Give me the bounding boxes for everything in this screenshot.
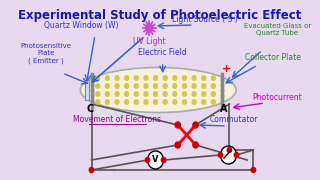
Circle shape	[173, 92, 177, 96]
Circle shape	[148, 151, 164, 169]
Circle shape	[115, 84, 119, 88]
Circle shape	[218, 152, 223, 158]
Circle shape	[173, 84, 177, 88]
Text: +: +	[222, 64, 231, 74]
Circle shape	[134, 84, 138, 88]
Circle shape	[154, 92, 157, 96]
Circle shape	[175, 142, 180, 148]
Circle shape	[125, 84, 129, 88]
Text: C: C	[86, 104, 93, 114]
Circle shape	[212, 100, 215, 104]
Circle shape	[182, 100, 187, 104]
Circle shape	[134, 92, 138, 96]
Circle shape	[134, 100, 138, 104]
Circle shape	[144, 76, 148, 80]
Circle shape	[192, 84, 196, 88]
Circle shape	[163, 92, 167, 96]
Circle shape	[202, 92, 206, 96]
Circle shape	[154, 84, 157, 88]
Circle shape	[202, 76, 206, 80]
Circle shape	[202, 100, 206, 104]
Text: Photosensitive
Plate
( Emitter ): Photosensitive Plate ( Emitter )	[21, 43, 72, 64]
FancyBboxPatch shape	[85, 80, 89, 100]
Circle shape	[144, 100, 148, 104]
Circle shape	[182, 92, 187, 96]
Circle shape	[144, 84, 148, 88]
Circle shape	[154, 100, 157, 104]
Text: Quartz Window (W): Quartz Window (W)	[44, 21, 119, 30]
Text: Experimental Study of Photoelectric Effect: Experimental Study of Photoelectric Effe…	[18, 9, 302, 22]
Circle shape	[202, 84, 206, 88]
Circle shape	[192, 76, 196, 80]
Text: Light Source ( S ): Light Source ( S )	[172, 15, 237, 24]
Circle shape	[89, 168, 94, 172]
Circle shape	[146, 24, 153, 32]
Text: Electric Field: Electric Field	[138, 48, 187, 57]
Circle shape	[227, 147, 232, 152]
Circle shape	[182, 76, 187, 80]
Circle shape	[105, 92, 109, 96]
Circle shape	[220, 146, 236, 164]
Circle shape	[163, 84, 167, 88]
Circle shape	[145, 158, 150, 163]
Circle shape	[251, 168, 256, 172]
Circle shape	[144, 92, 148, 96]
Circle shape	[212, 92, 215, 96]
Text: UV Light: UV Light	[133, 37, 165, 46]
Circle shape	[115, 100, 119, 104]
Circle shape	[212, 76, 215, 80]
Circle shape	[105, 84, 109, 88]
Text: Evacuated Glass or
Quartz Tube: Evacuated Glass or Quartz Tube	[244, 23, 311, 36]
Circle shape	[192, 92, 196, 96]
Circle shape	[192, 100, 196, 104]
Circle shape	[125, 76, 129, 80]
Circle shape	[173, 76, 177, 80]
Circle shape	[163, 76, 167, 80]
Circle shape	[173, 100, 177, 104]
Circle shape	[125, 92, 129, 96]
Text: A: A	[220, 104, 228, 114]
Circle shape	[134, 76, 138, 80]
Circle shape	[115, 92, 119, 96]
Text: Collector Plate: Collector Plate	[245, 53, 301, 62]
Text: Photocurrent: Photocurrent	[252, 93, 302, 102]
Circle shape	[193, 122, 198, 128]
Circle shape	[175, 122, 180, 128]
Circle shape	[125, 100, 129, 104]
Text: Movement of Electrons: Movement of Electrons	[73, 115, 161, 124]
Circle shape	[212, 84, 215, 88]
Circle shape	[96, 100, 100, 104]
Circle shape	[105, 100, 109, 104]
Circle shape	[96, 76, 100, 80]
Circle shape	[96, 92, 100, 96]
Circle shape	[234, 152, 239, 158]
Circle shape	[163, 100, 167, 104]
Circle shape	[105, 76, 109, 80]
Circle shape	[115, 76, 119, 80]
Text: Commutator: Commutator	[210, 115, 258, 124]
Circle shape	[182, 84, 187, 88]
Circle shape	[96, 84, 100, 88]
Circle shape	[161, 158, 166, 163]
Ellipse shape	[80, 68, 236, 112]
Circle shape	[154, 76, 157, 80]
Text: V: V	[152, 156, 159, 165]
Circle shape	[193, 142, 198, 148]
